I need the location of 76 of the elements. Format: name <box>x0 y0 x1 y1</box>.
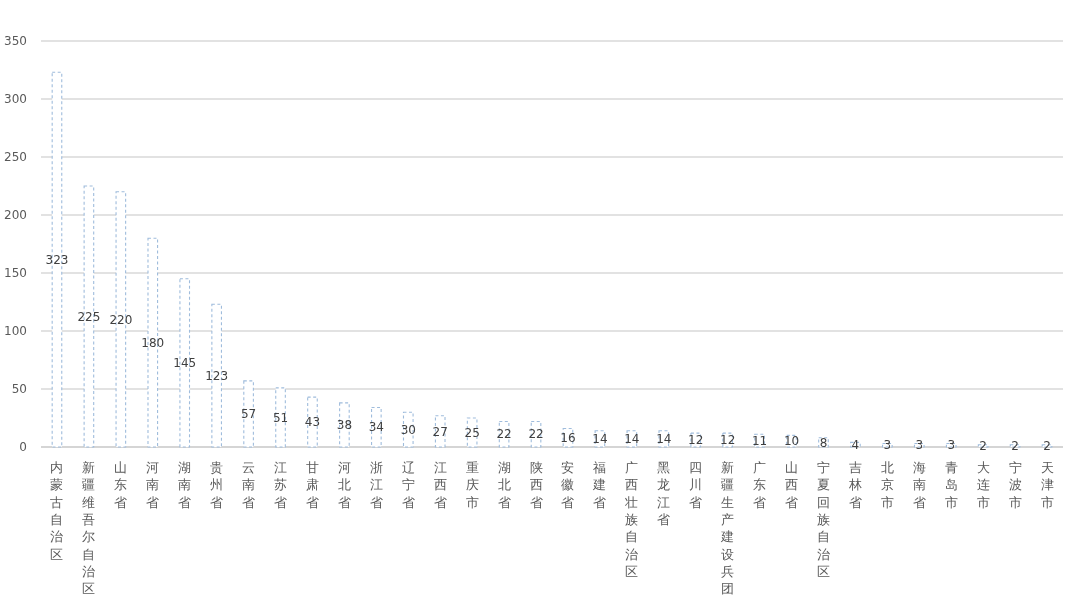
data-label: 12 <box>688 433 704 448</box>
data-label: 34 <box>368 420 384 435</box>
x-tick-label: 山西省 <box>785 460 799 510</box>
bar <box>275 387 286 448</box>
x-tick-label: 四川省 <box>689 460 703 510</box>
x-tick-label: 重庆市 <box>465 460 479 510</box>
x-tick-label: 海南省 <box>912 460 926 510</box>
x-tick-label: 贵州省 <box>210 460 224 510</box>
x-tick-label: 内蒙古自治区 <box>50 460 64 562</box>
data-label: 3 <box>915 438 924 453</box>
data-label: 38 <box>336 418 353 433</box>
x-tick-label: 安徽省 <box>561 460 575 510</box>
data-label: 123 <box>205 368 229 383</box>
x-tick-label: 新疆维吾尔自治区 <box>82 460 96 597</box>
x-tick-label: 宁夏回族自治区 <box>816 460 830 579</box>
x-tick-label: 青岛市 <box>944 460 958 510</box>
x-tick-label: 河南省 <box>146 460 160 510</box>
x-tick-label: 山东省 <box>114 460 128 510</box>
x-tick-label: 广西壮族自治区 <box>624 460 639 579</box>
x-tick-label: 浙江省 <box>369 460 383 510</box>
y-tick-label: 100 <box>4 324 27 339</box>
data-label: 10 <box>783 434 800 449</box>
data-label: 14 <box>592 432 608 447</box>
data-label: 43 <box>304 415 321 430</box>
data-label: 180 <box>141 335 165 350</box>
x-tick-label: 吉林省 <box>847 460 862 510</box>
bar <box>434 415 446 448</box>
data-label: 3 <box>947 438 956 453</box>
data-label: 220 <box>109 312 133 327</box>
data-label: 8 <box>819 435 828 450</box>
data-label: 51 <box>272 410 289 425</box>
x-tick-label: 天津市 <box>1040 460 1054 510</box>
data-label: 25 <box>464 425 480 440</box>
x-tick-label: 云南省 <box>242 460 256 510</box>
x-tick-label: 江苏省 <box>274 460 288 510</box>
x-tick-label: 湖南省 <box>178 460 192 510</box>
bar <box>307 396 318 448</box>
y-tick-label: 0 <box>19 440 27 455</box>
data-label: 30 <box>400 422 416 437</box>
x-tick-label: 福建省 <box>592 460 607 510</box>
data-label: 14 <box>656 432 672 447</box>
x-tick-label: 河北省 <box>337 460 351 510</box>
y-tick-label: 150 <box>4 266 27 281</box>
x-tick-label: 黑龙江省 <box>657 460 671 527</box>
y-tick-label: 350 <box>4 34 27 49</box>
data-label: 57 <box>240 407 257 422</box>
y-tick-label: 250 <box>4 150 27 165</box>
data-label: 3 <box>883 438 892 453</box>
x-tick-label: 广东省 <box>753 460 767 510</box>
x-tick-label: 陕西省 <box>529 460 543 510</box>
data-label: 27 <box>432 424 448 439</box>
x-tick-label: 甘肃省 <box>305 460 319 510</box>
data-label: 22 <box>496 427 512 442</box>
data-label: 16 <box>560 430 576 445</box>
x-tick-label: 新疆生产建设兵团 <box>720 460 735 597</box>
data-label: 323 <box>45 252 69 267</box>
data-label: 12 <box>720 433 736 448</box>
x-tick-label: 辽宁省 <box>401 460 415 510</box>
y-tick-label: 50 <box>11 382 27 397</box>
y-tick-label: 300 <box>4 92 27 107</box>
data-label: 2 <box>1043 439 1051 454</box>
data-label: 4 <box>851 437 860 452</box>
bar <box>243 380 254 448</box>
x-tick-label: 湖北省 <box>497 460 511 510</box>
data-label: 145 <box>173 356 197 371</box>
data-label: 2 <box>1011 439 1019 454</box>
data-label: 2 <box>979 439 987 454</box>
x-tick-label: 大连市 <box>976 460 990 510</box>
x-tick-label: 宁波市 <box>1008 460 1022 510</box>
data-label: 225 <box>77 309 101 324</box>
x-tick-label: 江西省 <box>433 460 447 510</box>
data-label: 14 <box>624 432 640 447</box>
y-tick-label: 200 <box>4 208 27 223</box>
data-label: 11 <box>751 433 768 448</box>
x-tick-label: 北京市 <box>880 460 894 510</box>
data-label: 22 <box>528 427 544 442</box>
